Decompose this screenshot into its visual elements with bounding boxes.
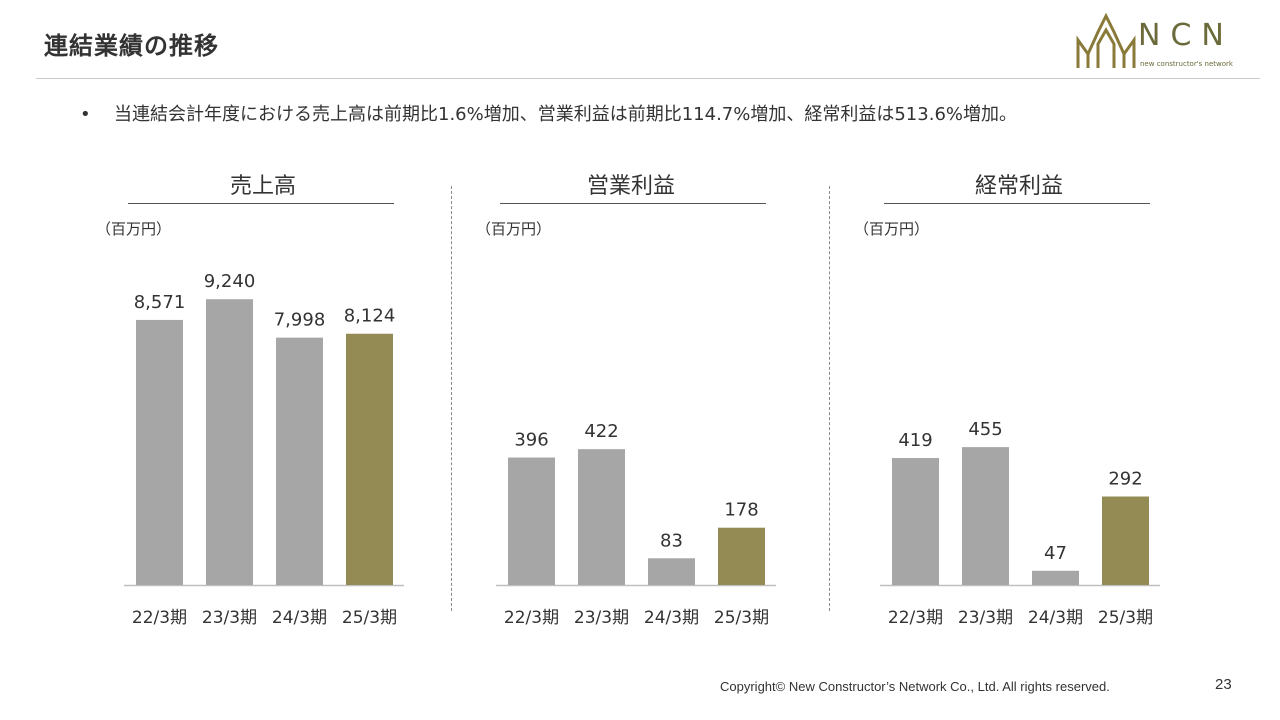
x-tick-label: 22/3期 (504, 608, 559, 628)
data-label: 8,124 (344, 306, 396, 327)
chart-title-ordinary-profit: 経常利益 (974, 174, 1063, 199)
page-title: 連結業績の推移 (44, 32, 219, 60)
x-tick-label: 24/3期 (272, 608, 327, 628)
bullet-icon: • (80, 104, 91, 125)
unit-label-sales: （百万円） (96, 220, 172, 238)
copyright-text: Copyright© New Constructor’s Network Co.… (720, 679, 1110, 694)
bar-22/3期 (136, 319, 183, 585)
logo-subtext: new constructor's network (1140, 60, 1233, 68)
data-label: 8,571 (134, 292, 186, 313)
chart-title-rule (500, 203, 766, 204)
panel-divider-1 (451, 186, 452, 611)
data-label: 422 (584, 421, 618, 442)
chart-panel-operating-profit: 営業利益 （百万円） 396 22/3期 422 23/3期 83 24/3期 178 25/… (462, 160, 792, 640)
x-tick-label: 23/3期 (958, 608, 1013, 628)
company-logo: NCN new constructor's network (1074, 10, 1250, 72)
x-tick-label: 22/3期 (888, 608, 943, 628)
data-label: 7,998 (274, 310, 326, 331)
chart-title-rule (884, 203, 1150, 204)
x-tick-label: 25/3期 (714, 608, 769, 628)
x-tick-label: 23/3期 (574, 608, 629, 628)
unit-label-ordinary-profit: （百万円） (854, 220, 930, 238)
x-tick-label: 25/3期 (342, 608, 397, 628)
logo-text: NCN (1138, 18, 1234, 53)
bar-25/3期 (346, 333, 393, 585)
chart-title-rule (128, 203, 394, 204)
data-label: 292 (1108, 469, 1142, 490)
bar-chart-sales: 8,571 22/3期 9,240 23/3期 7,998 24/3期 8,124 25/3期 (124, 271, 404, 628)
x-tick-label: 24/3期 (644, 608, 699, 628)
data-label: 83 (660, 530, 683, 551)
bar-chart-operating-profit: 396 22/3期 422 23/3期 83 24/3期 178 25/3期 (496, 421, 776, 628)
chart-panel-ordinary-profit: 経常利益 （百万円） 419 22/3期 455 23/3期 47 24/3期 292 25/… (846, 160, 1176, 640)
bar-25/3期 (718, 527, 765, 585)
data-label: 178 (724, 500, 758, 521)
unit-label-operating-profit: （百万円） (476, 220, 552, 238)
bar-23/3期 (206, 299, 253, 585)
bar-24/3期 (276, 337, 323, 585)
summary-bullet: • 当連結会計年度における売上高は前期比1.6%増加、営業利益は前期比114.7%… (80, 100, 1017, 126)
data-label: 455 (968, 419, 1002, 440)
bar-24/3期 (648, 558, 695, 585)
summary-text: 当連結会計年度における売上高は前期比1.6%増加、営業利益は前期比114.7%増… (114, 104, 1017, 125)
data-label: 396 (514, 430, 548, 451)
bar-23/3期 (962, 447, 1009, 585)
x-tick-label: 23/3期 (202, 608, 257, 628)
data-label: 419 (898, 430, 932, 451)
logo-emblem-icon (1076, 12, 1136, 68)
bar-chart-ordinary-profit: 419 22/3期 455 23/3期 47 24/3期 292 25/3期 (880, 419, 1160, 628)
title-divider (36, 78, 1260, 79)
x-tick-label: 24/3期 (1028, 608, 1083, 628)
chart-panel-sales: 売上高 （百万円） 8,571 22/3期 9,240 23/3期 7,998 24/3期… (90, 160, 420, 640)
chart-title-sales: 売上高 (229, 174, 296, 199)
chart-title-operating-profit: 営業利益 (586, 174, 675, 199)
bar-23/3期 (578, 449, 625, 585)
bar-24/3期 (1032, 570, 1079, 585)
panel-divider-2 (829, 186, 830, 611)
data-label: 47 (1044, 543, 1067, 564)
bar-22/3期 (892, 458, 939, 585)
x-tick-label: 22/3期 (132, 608, 187, 628)
page-number: 23 (1215, 676, 1232, 693)
bar-25/3期 (1102, 496, 1149, 585)
bar-22/3期 (508, 457, 555, 585)
data-label: 9,240 (204, 271, 256, 292)
x-tick-label: 25/3期 (1098, 608, 1153, 628)
